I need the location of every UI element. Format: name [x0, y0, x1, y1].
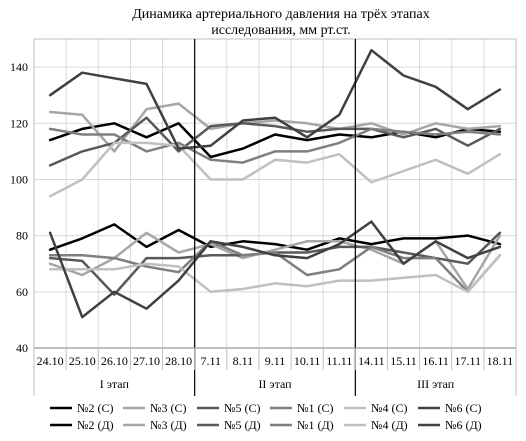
series-line-3 [48, 116, 502, 167]
legend-label: №6 (С) [445, 401, 481, 415]
y-tick-label: 80 [16, 229, 28, 243]
y-tick-label: 40 [16, 341, 28, 355]
series-line-6 [48, 48, 502, 150]
x-tick-label: 25.10 [69, 354, 96, 368]
x-tick-label: 7.11 [200, 354, 221, 368]
series-line-7 [48, 223, 502, 251]
x-tick-label: 16.11 [422, 354, 449, 368]
x-tick-label: 26.10 [101, 354, 128, 368]
legend-label: №3 (Д) [150, 418, 187, 432]
plot-area: 40 60 80 100 120 140 24.10 25.10 26.10 27.10 28.10… [10, 38, 517, 396]
legend-label: №3 (С) [150, 401, 186, 415]
x-tick-label: 9.11 [265, 354, 286, 368]
x-tick-label: 14.11 [358, 354, 385, 368]
stage-label: II этап [258, 377, 292, 391]
series-line-2 [48, 102, 502, 153]
y-tick-label: 140 [10, 60, 28, 74]
legend-label: №2 (С) [77, 401, 113, 415]
y-tick-label: 100 [10, 172, 28, 186]
stage-label: I этап [100, 377, 130, 391]
series-line-11 [48, 254, 502, 294]
series-line-8 [48, 231, 502, 291]
x-tick-label: 17.11 [455, 354, 482, 368]
legend-label: №1 (Д) [297, 418, 334, 432]
y-tick-label: 120 [10, 116, 28, 130]
chart-title-line2: исследования, мм рт.ст. [211, 23, 351, 38]
x-tick-label: 15.11 [390, 354, 417, 368]
y-tick-label: 60 [16, 285, 28, 299]
series-line-12 [48, 220, 502, 319]
x-tick-label: 8.11 [233, 354, 254, 368]
x-tick-label: 28.10 [165, 354, 192, 368]
x-tick-label: 18.11 [487, 354, 514, 368]
x-tick-label: 24.10 [37, 354, 64, 368]
series-line-1 [48, 122, 502, 159]
chart-title-line1: Динамика артериального давления на трёх … [132, 7, 429, 22]
stage-label: III этап [417, 377, 455, 391]
x-tick-label: 11.11 [326, 354, 352, 368]
legend-label: №4 (С) [371, 401, 407, 415]
legend-label: №5 (Д) [224, 418, 261, 432]
plot-border [33, 38, 517, 349]
legend-label: №4 (Д) [371, 418, 408, 432]
legend-label: №1 (С) [297, 401, 333, 415]
legend-label: №2 (Д) [77, 418, 114, 432]
x-tick-label: 10.11 [294, 354, 321, 368]
x-tick-label: 27.10 [133, 354, 160, 368]
legend: №2 (С) №3 (С) №5 (С) №1 (С) №4 (С) №6 (С) №2 (… [50, 401, 482, 432]
legend-label: №6 (Д) [445, 418, 482, 432]
legend-label: №5 (С) [224, 401, 260, 415]
series-line-5 [48, 141, 502, 198]
series-line-4 [48, 127, 502, 164]
series-line-10 [48, 240, 502, 294]
